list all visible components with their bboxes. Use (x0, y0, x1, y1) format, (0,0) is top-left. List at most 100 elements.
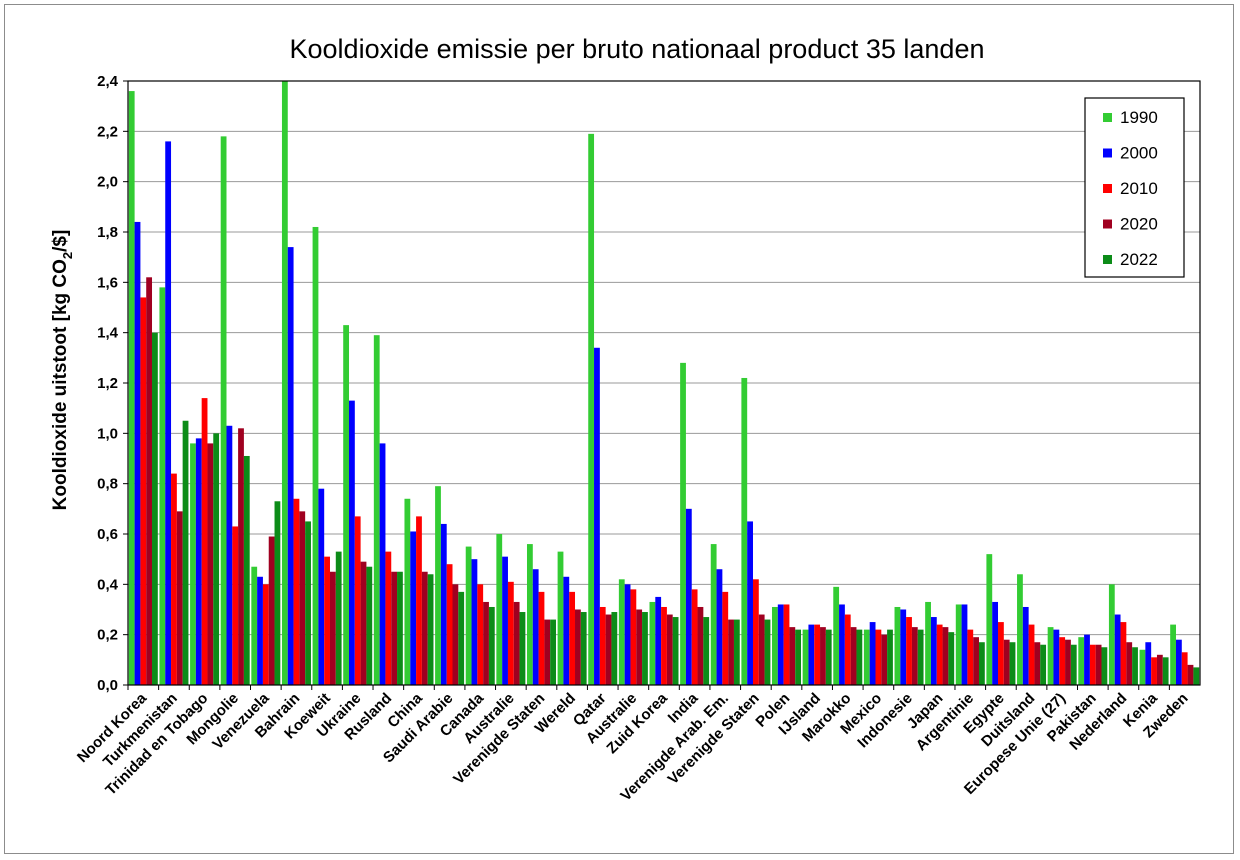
bar (624, 584, 631, 685)
y-tick-label: 1,0 (97, 425, 118, 442)
bar (318, 488, 325, 685)
y-tick-label: 1,2 (97, 375, 118, 392)
bar (844, 614, 851, 685)
bar (1017, 574, 1023, 685)
bar (611, 612, 618, 685)
bar (373, 335, 380, 685)
bar (948, 632, 955, 685)
bar (733, 619, 740, 685)
bar (814, 624, 821, 685)
bar (672, 617, 679, 685)
bar (404, 498, 411, 685)
bar (243, 455, 250, 685)
bar (588, 133, 595, 686)
bar (134, 221, 141, 685)
legend-swatch (1103, 255, 1112, 264)
bar (1028, 624, 1035, 685)
bar (789, 627, 796, 685)
bar (992, 601, 999, 685)
bar (452, 584, 459, 685)
bar (483, 601, 489, 685)
bar (488, 606, 495, 685)
bar (195, 438, 202, 685)
bar (293, 498, 300, 685)
bar (557, 551, 564, 685)
bar (366, 566, 373, 685)
bar (391, 571, 398, 685)
bar (911, 627, 918, 685)
bar (869, 622, 876, 685)
bar (421, 571, 428, 685)
y-tick-label: 0,0 (97, 677, 118, 694)
bar (416, 516, 422, 685)
bar (1078, 637, 1085, 685)
bar (1009, 642, 1016, 685)
bar (1040, 644, 1047, 685)
y-tick-labels: 0,0 0,2 0,4 0,6 0,8 1,0 1,2 1,4 1,6 1,8 2,0 2,2 2,4 (97, 73, 128, 694)
bar (128, 91, 135, 685)
bar (152, 332, 158, 685)
bar (220, 136, 227, 685)
bar (1047, 627, 1054, 685)
bar (741, 377, 748, 685)
bar (1156, 654, 1163, 685)
bar (777, 604, 784, 685)
bar (379, 443, 386, 685)
bar (1084, 634, 1090, 685)
bar (538, 591, 545, 685)
bar (917, 629, 924, 685)
bar (1065, 639, 1071, 685)
bar (349, 400, 355, 685)
y-tick-label: 0,4 (97, 576, 119, 593)
bar (519, 612, 526, 685)
bar (251, 566, 258, 685)
bar (575, 609, 581, 685)
bar (360, 561, 367, 685)
bar (1089, 644, 1096, 685)
bar (569, 591, 576, 685)
y-axis-label-part-1: Kooldioxide uitstoot [kg CO (50, 259, 71, 510)
legend-label: 2010 (1120, 179, 1158, 198)
bar (850, 627, 857, 685)
bar (1120, 622, 1127, 685)
bar (1187, 664, 1194, 685)
bar (207, 443, 214, 685)
bar (1162, 657, 1169, 685)
legend-swatch (1103, 184, 1112, 193)
bar (1059, 637, 1066, 685)
bar (1126, 642, 1133, 685)
bar (1151, 657, 1157, 685)
bar (281, 81, 288, 685)
y-tick-label: 2,0 (97, 174, 118, 191)
legend-label: 2000 (1120, 144, 1158, 163)
bar (465, 546, 472, 685)
bar (772, 606, 778, 685)
bar (961, 604, 968, 685)
bar (1034, 642, 1041, 685)
bar (213, 433, 220, 685)
bar (894, 606, 901, 685)
y-axis-label-part-3: /$] (50, 230, 71, 252)
chart-frame (4, 4, 1234, 854)
bar (159, 287, 166, 685)
bar (728, 619, 734, 685)
bar (287, 247, 294, 685)
bar (427, 574, 434, 685)
bar (1139, 649, 1146, 685)
bar (496, 534, 503, 685)
y-tick-label: 0,2 (97, 627, 118, 644)
bar (618, 579, 625, 685)
bar (1114, 614, 1121, 685)
bar (268, 536, 275, 685)
y-tick-label: 2,4 (97, 73, 119, 90)
bar (1108, 584, 1115, 685)
bar (140, 297, 147, 685)
bar (900, 609, 907, 685)
bar (257, 576, 263, 685)
bar (930, 617, 937, 685)
bar (1193, 667, 1200, 685)
legend-label: 1990 (1120, 108, 1158, 127)
bar (238, 428, 244, 685)
legend-swatch (1103, 113, 1112, 122)
